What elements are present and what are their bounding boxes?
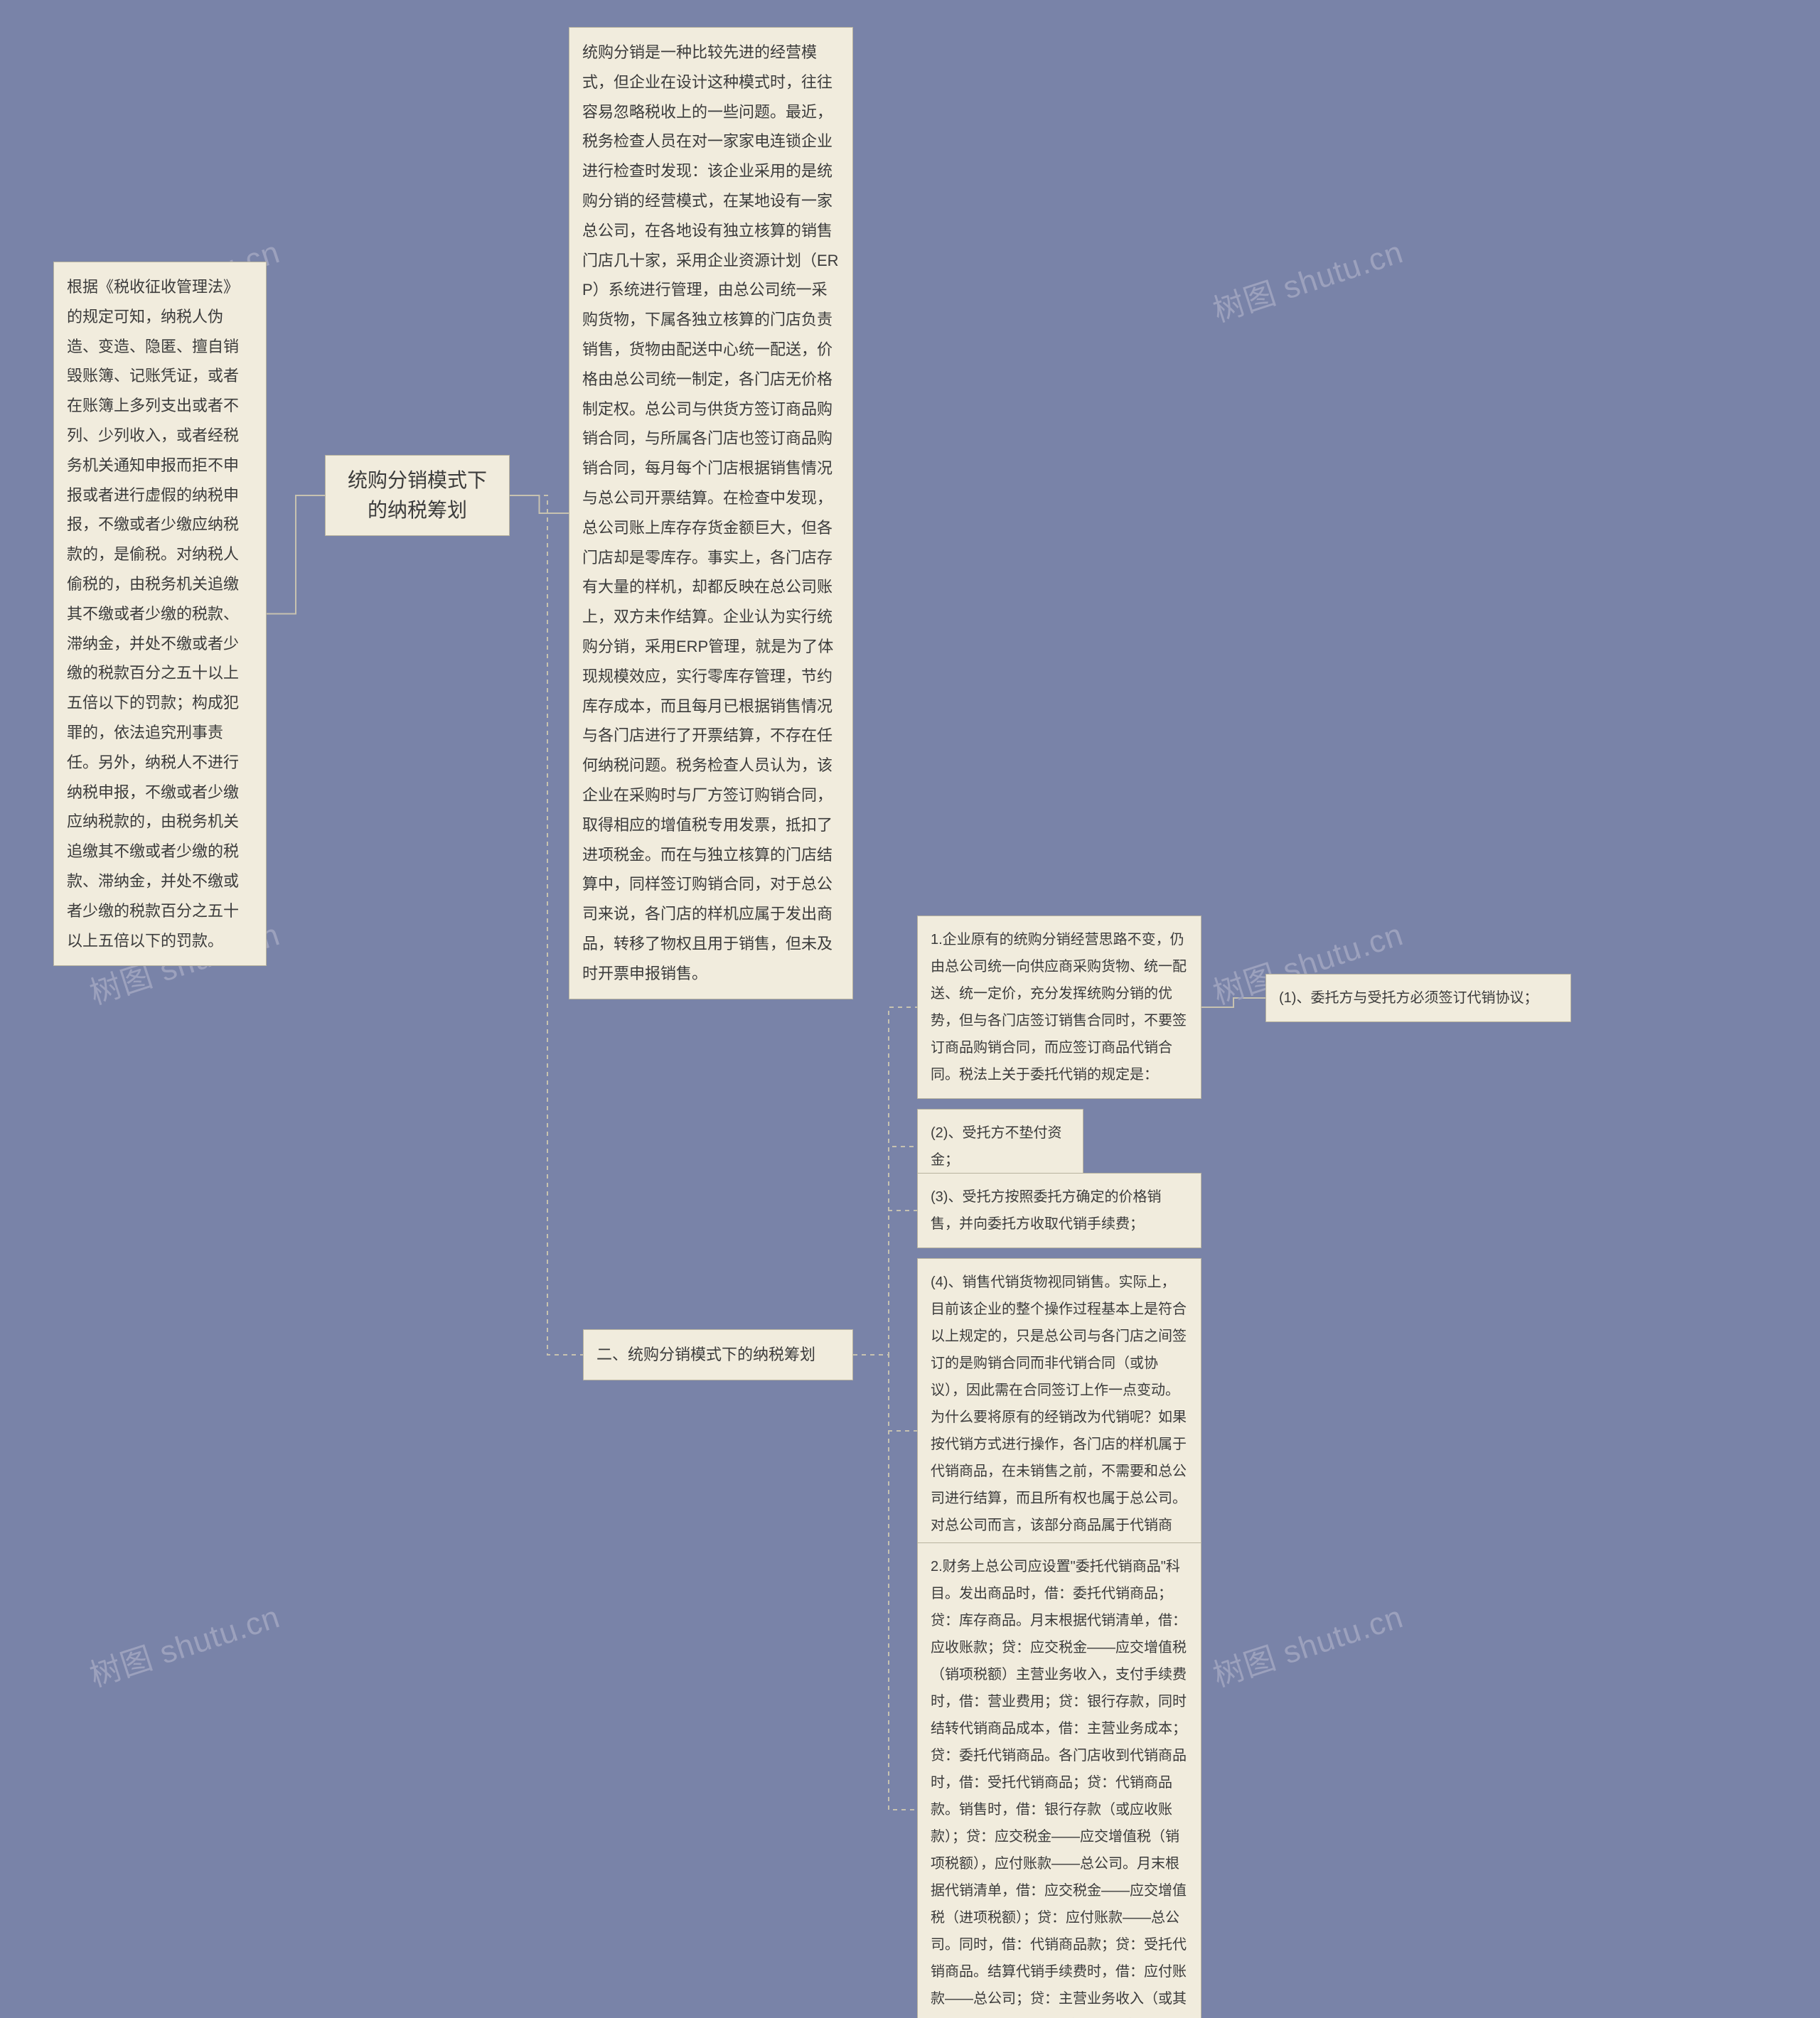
connector: [853, 1211, 917, 1355]
node-r5: 2.财务上总公司应设置"委托代销商品"科目。发出商品时，借：委托代销商品；贷：库…: [917, 1542, 1201, 2018]
mindmap-canvas: 树图 shutu.cn树图 shutu.cn树图 shutu.cn树图 shut…: [0, 0, 1820, 2018]
connector: [853, 1355, 917, 1810]
node-left: 根据《税收征收管理法》的规定可知，纳税人伪造、变造、隐匿、擅自销毁账簿、记账凭证…: [53, 262, 267, 966]
watermark: 树图 shutu.cn: [1206, 227, 1408, 331]
node-center: 统购分销模式下的纳税筹划: [325, 455, 510, 536]
connector: [853, 1355, 917, 1431]
connector: [1201, 998, 1265, 1007]
node-r1: 1.企业原有的统购分销经营思路不变，仍由总公司统一向供应商采购货物、统一配送、统…: [917, 916, 1201, 1099]
watermark: 树图 shutu.cn: [83, 1592, 285, 1696]
watermark: 树图 shutu.cn: [1206, 1592, 1408, 1696]
node-section2: 二、统购分销模式下的纳税筹划: [583, 1329, 853, 1380]
node-topright: 统购分销是一种比较先进的经营模式，但企业在设计这种模式时，往往容易忽略税收上的一…: [569, 27, 853, 999]
connector: [853, 1147, 917, 1355]
connector: [853, 1007, 917, 1355]
node-r1a: (1)、委托方与受托方必须签订代销协议；: [1265, 974, 1571, 1022]
connector: [510, 495, 569, 513]
connector: [267, 495, 325, 614]
node-r3: (3)、受托方按照委托方确定的价格销售，并向委托方收取代销手续费；: [917, 1173, 1201, 1248]
